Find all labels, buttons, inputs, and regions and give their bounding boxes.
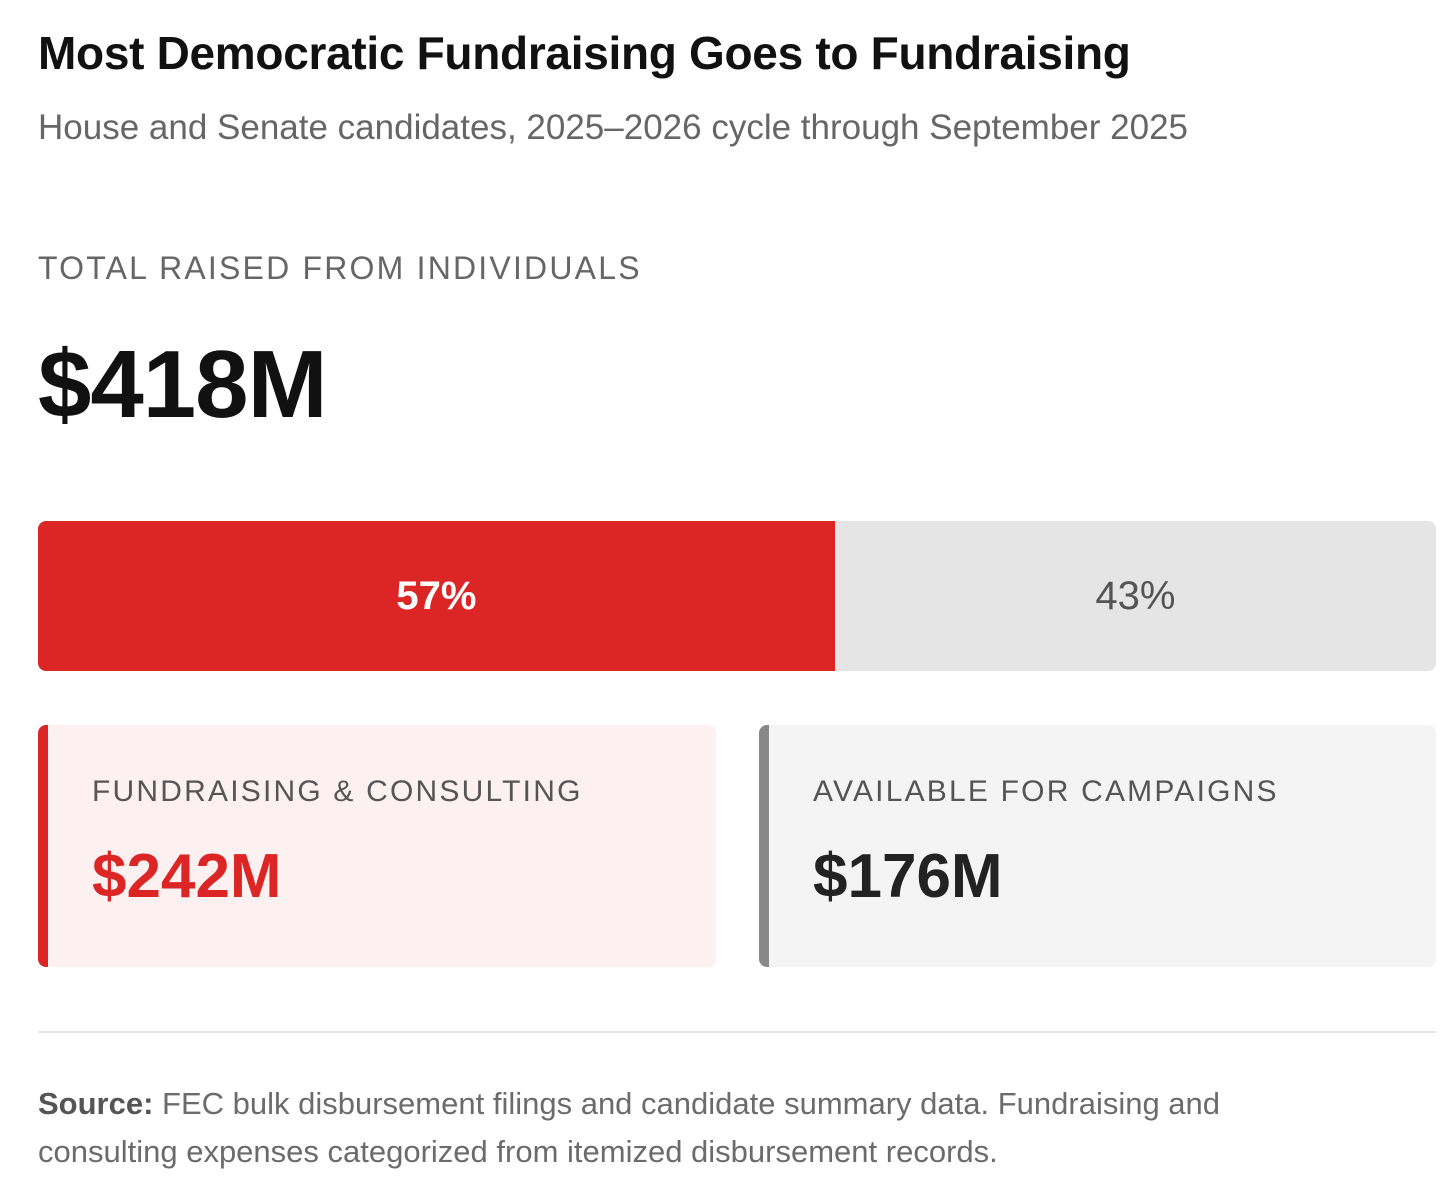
bar-segment-fundraising: 57% xyxy=(38,521,835,671)
divider xyxy=(38,1031,1436,1033)
bar-label-available: 43% xyxy=(1095,573,1176,618)
card-label-available: AVAILABLE FOR CAMPAIGNS xyxy=(813,775,1279,808)
card-value-available: $176M xyxy=(813,842,1003,911)
bar-segment-available: 43% xyxy=(834,521,1436,671)
chart-title: Most Democratic Fundraising Goes to Fund… xyxy=(38,27,1131,79)
chart-subtitle: House and Senate candidates, 2025–2026 c… xyxy=(38,108,1189,147)
source-label: Source: xyxy=(38,1086,154,1121)
card-label-fundraising: FUNDRAISING & CONSULTING xyxy=(92,775,583,808)
split-bar-chart: 57% 43% xyxy=(38,521,1436,671)
card-value-fundraising: $242M xyxy=(92,842,282,911)
card-available-for-campaigns: AVAILABLE FOR CAMPAIGNS $176M xyxy=(759,725,1436,967)
source-note: Source: FEC bulk disbursement filings an… xyxy=(38,1080,1368,1176)
total-value: $418M xyxy=(38,331,328,438)
bar-label-fundraising: 57% xyxy=(396,573,477,618)
source-text: FEC bulk disbursement filings and candid… xyxy=(38,1086,1221,1169)
card-fundraising-consulting: FUNDRAISING & CONSULTING $242M xyxy=(38,725,716,967)
total-label: TOTAL RAISED FROM INDIVIDUALS xyxy=(38,250,642,286)
